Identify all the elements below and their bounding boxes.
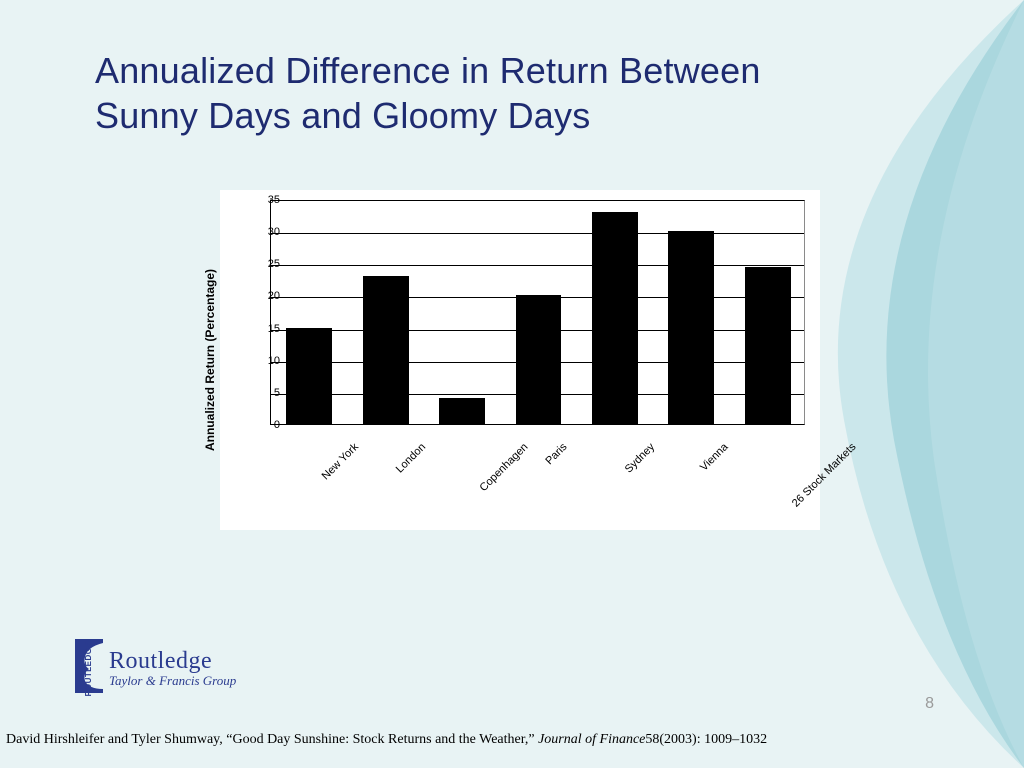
publisher-logo: ROUTLEDGE Routledge Taylor & Francis Gro…	[75, 639, 236, 698]
gridline	[271, 362, 804, 363]
citation-text: David Hirshleifer and Tyler Shumway, “Go…	[6, 732, 767, 748]
x-tick-label: Vienna	[698, 441, 731, 474]
citation-authors: David Hirshleifer and Tyler Shumway, “Go…	[6, 732, 538, 747]
logo-tagline: Taylor & Francis Group	[109, 673, 236, 689]
bar-chart: Annualized Return (Percentage) 051015202…	[220, 190, 820, 530]
y-tick-label: 20	[250, 290, 280, 302]
y-tick-label: 10	[250, 355, 280, 367]
bar	[745, 267, 791, 425]
logo-vertical-text: ROUTLEDGE	[84, 641, 93, 696]
bar	[286, 328, 332, 424]
gridline	[271, 330, 804, 331]
bar	[668, 231, 714, 424]
y-axis-label: Annualized Return (Percentage)	[203, 269, 217, 451]
x-tick-label: Copenhagen	[478, 441, 531, 494]
gridline	[271, 394, 804, 395]
y-tick-label: 0	[250, 419, 280, 431]
x-tick-label: London	[393, 441, 427, 475]
gridline	[271, 233, 804, 234]
y-tick-label: 35	[250, 194, 280, 206]
y-tick-label: 5	[250, 387, 280, 399]
y-tick-label: 30	[250, 226, 280, 238]
x-tick-label: 26 Stock Markets	[790, 441, 859, 510]
y-tick-label: 15	[250, 323, 280, 335]
plot-area	[270, 200, 805, 425]
x-axis-labels: New York London Copenhagen Paris Sydney Vienn…	[270, 435, 805, 525]
gridline	[271, 297, 804, 298]
citation-trail: 58(2003): 1009–1032	[645, 732, 767, 747]
slide-title: Annualized Difference in Return Between …	[95, 48, 855, 138]
page-number: 8	[925, 695, 934, 713]
bar	[592, 212, 638, 424]
gridline	[271, 265, 804, 266]
x-tick-label: New York	[320, 441, 361, 482]
citation-journal: Journal of Finance	[538, 732, 645, 747]
x-tick-label: Paris	[543, 441, 569, 467]
bar	[439, 398, 485, 424]
bar	[516, 295, 562, 424]
y-tick-label: 25	[250, 258, 280, 270]
logo-brand-name: Routledge	[109, 648, 236, 675]
x-tick-label: Sydney	[623, 441, 657, 475]
